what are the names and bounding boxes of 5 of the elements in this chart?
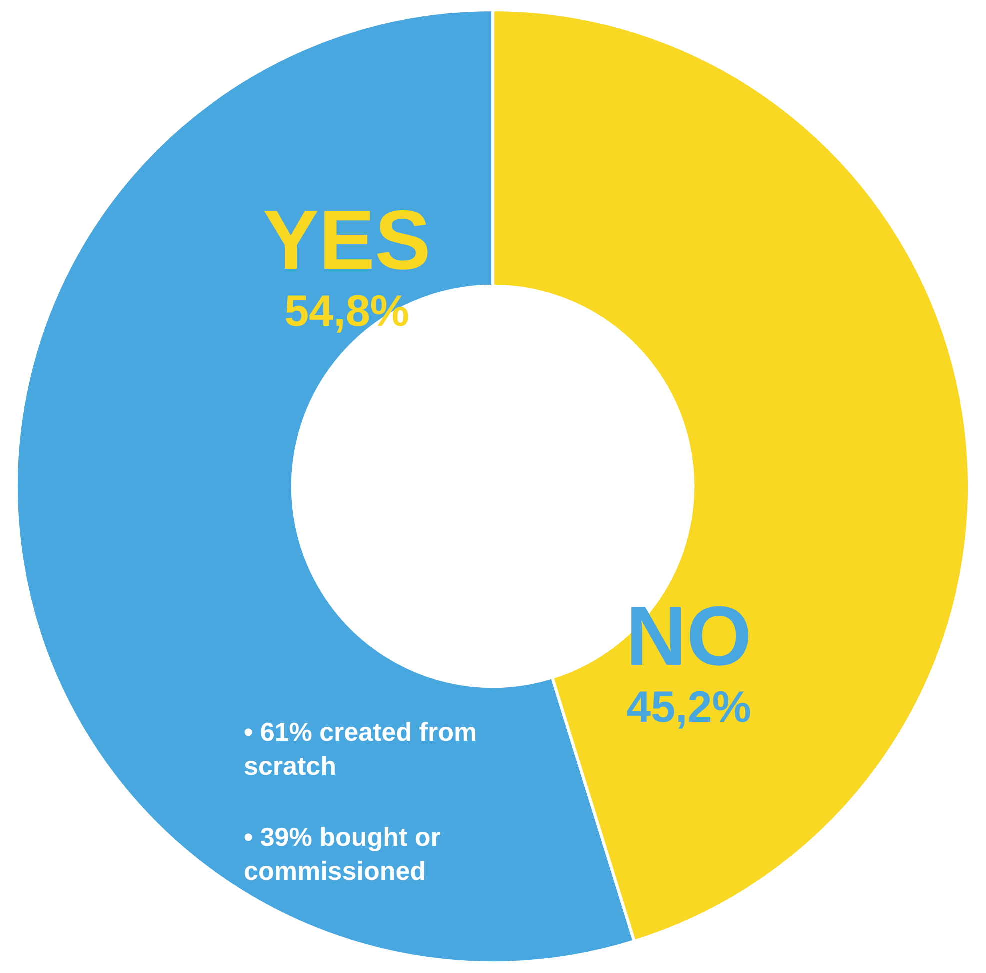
text: • 39% bought or commissioned xyxy=(244,822,441,886)
data-label: 45,2% xyxy=(626,683,752,732)
slice-label: NO xyxy=(626,589,752,683)
text: • 61% created from scratch xyxy=(244,717,478,781)
slice-label: YES xyxy=(263,193,432,287)
